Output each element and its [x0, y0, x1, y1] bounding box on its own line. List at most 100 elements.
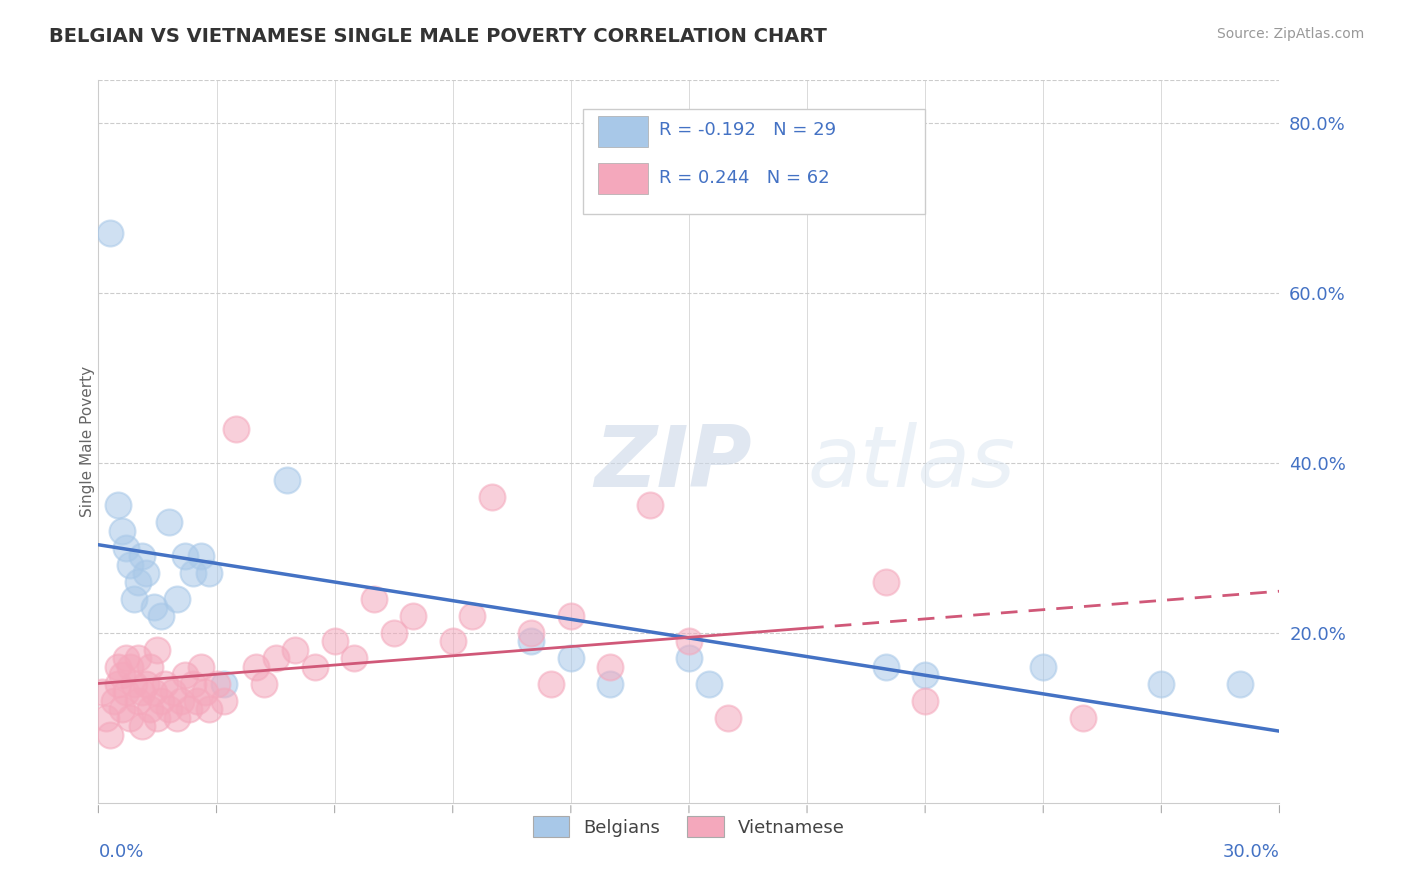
Point: [264, 651, 287, 665]
Point: [166, 711, 188, 725]
Point: [181, 566, 204, 581]
Point: [520, 625, 543, 640]
Point: [540, 677, 562, 691]
Point: [146, 711, 169, 725]
Point: [343, 651, 366, 665]
Point: [914, 668, 936, 682]
Text: atlas: atlas: [807, 422, 1015, 505]
FancyBboxPatch shape: [582, 109, 925, 214]
Point: [402, 608, 425, 623]
Point: [150, 608, 173, 623]
Point: [914, 694, 936, 708]
Text: Source: ZipAtlas.com: Source: ZipAtlas.com: [1216, 27, 1364, 41]
Text: ZIP: ZIP: [595, 422, 752, 505]
Point: [190, 549, 212, 564]
Point: [253, 677, 276, 691]
Point: [127, 694, 149, 708]
Point: [138, 660, 160, 674]
Point: [115, 685, 138, 699]
Text: BELGIAN VS VIETNAMESE SINGLE MALE POVERTY CORRELATION CHART: BELGIAN VS VIETNAMESE SINGLE MALE POVERT…: [49, 27, 827, 45]
Point: [107, 677, 129, 691]
Point: [111, 702, 134, 716]
Point: [638, 498, 661, 512]
Point: [197, 566, 219, 581]
Point: [186, 694, 208, 708]
Point: [225, 422, 247, 436]
Point: [174, 668, 197, 682]
Point: [135, 677, 157, 691]
Point: [122, 677, 145, 691]
Point: [560, 608, 582, 623]
Point: [111, 524, 134, 538]
Text: R = -0.192   N = 29: R = -0.192 N = 29: [659, 121, 837, 139]
Point: [875, 660, 897, 674]
Point: [190, 660, 212, 674]
Point: [118, 711, 141, 725]
FancyBboxPatch shape: [598, 163, 648, 194]
Point: [127, 574, 149, 589]
Point: [717, 711, 740, 725]
Point: [520, 634, 543, 648]
Point: [131, 685, 153, 699]
Point: [107, 498, 129, 512]
Point: [170, 694, 193, 708]
Point: [194, 685, 217, 699]
Point: [138, 702, 160, 716]
Point: [103, 694, 125, 708]
Point: [875, 574, 897, 589]
Point: [98, 227, 121, 241]
Point: [599, 660, 621, 674]
Point: [461, 608, 484, 623]
Point: [118, 558, 141, 572]
Point: [157, 516, 180, 530]
FancyBboxPatch shape: [598, 117, 648, 147]
Point: [91, 685, 114, 699]
Point: [107, 660, 129, 674]
Point: [560, 651, 582, 665]
Point: [481, 490, 503, 504]
Point: [115, 541, 138, 555]
Point: [1229, 677, 1251, 691]
Point: [166, 591, 188, 606]
Point: [142, 600, 165, 615]
Text: 30.0%: 30.0%: [1223, 843, 1279, 861]
Point: [127, 651, 149, 665]
Point: [245, 660, 267, 674]
Point: [1071, 711, 1094, 725]
Point: [111, 668, 134, 682]
Point: [155, 677, 177, 691]
Point: [323, 634, 346, 648]
Point: [363, 591, 385, 606]
Point: [131, 549, 153, 564]
Point: [157, 702, 180, 716]
Point: [697, 677, 720, 691]
Point: [276, 473, 298, 487]
Y-axis label: Single Male Poverty: Single Male Poverty: [80, 366, 94, 517]
Point: [135, 566, 157, 581]
Point: [181, 677, 204, 691]
Point: [678, 634, 700, 648]
Point: [177, 702, 200, 716]
Point: [441, 634, 464, 648]
Point: [174, 549, 197, 564]
Point: [115, 651, 138, 665]
Point: [205, 677, 228, 691]
Point: [98, 728, 121, 742]
Point: [1032, 660, 1054, 674]
Point: [382, 625, 405, 640]
Point: [214, 694, 236, 708]
Legend: Belgians, Vietnamese: Belgians, Vietnamese: [526, 809, 852, 845]
Point: [304, 660, 326, 674]
Text: R = 0.244   N = 62: R = 0.244 N = 62: [659, 169, 830, 187]
Point: [678, 651, 700, 665]
Point: [284, 642, 307, 657]
Point: [131, 719, 153, 733]
Point: [146, 642, 169, 657]
Point: [122, 591, 145, 606]
Point: [197, 702, 219, 716]
Point: [142, 685, 165, 699]
Point: [162, 685, 184, 699]
Point: [599, 677, 621, 691]
Text: 0.0%: 0.0%: [98, 843, 143, 861]
Point: [118, 660, 141, 674]
